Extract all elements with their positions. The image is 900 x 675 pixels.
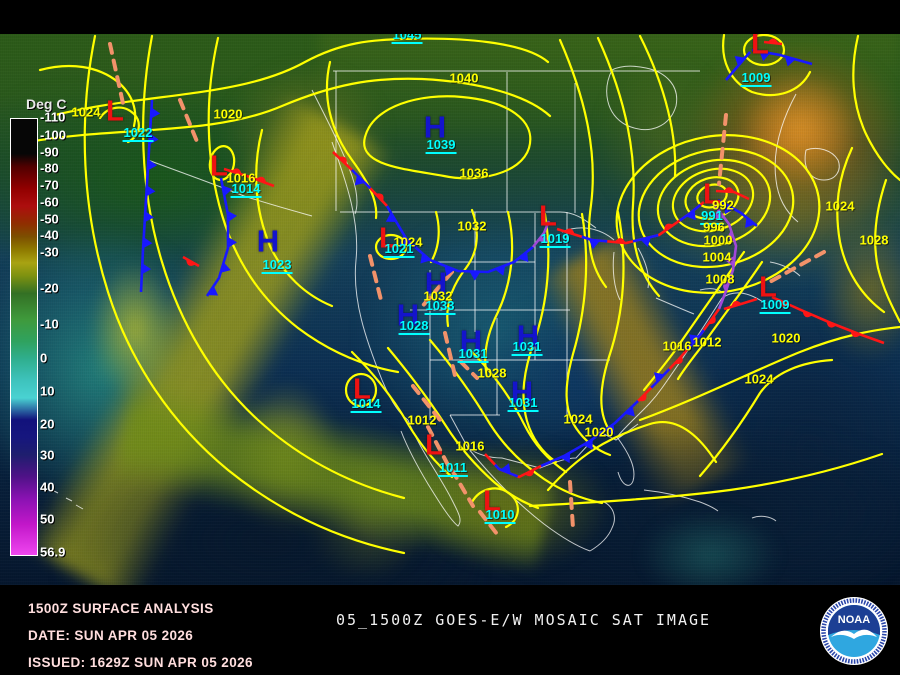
warm-front [715,187,750,201]
noaa-logo: NOAA [816,593,892,669]
isobar-line [676,260,764,381]
trough [368,254,383,302]
cold-front [205,177,237,297]
bottom-black-band: 1500Z SURFACE ANALYSIS DATE: SUN APR 05 … [0,585,900,675]
isobar-line [638,325,900,422]
trough [478,510,499,536]
isobar-line [546,421,718,492]
warm-front [723,297,758,311]
isobar-line [207,36,400,374]
noaa-logo-text: NOAA [838,614,870,626]
noaa-logo-ring-text [821,598,887,664]
isobar-ring [374,233,408,261]
isobar-line [363,95,532,180]
noaa-gull-icon [831,629,877,639]
isobar-line [470,487,519,529]
isobar-ring [671,167,755,233]
trough [459,360,479,380]
geo-borders [51,65,840,552]
isobar-line [852,34,900,182]
analysis-credits: 1500Z SURFACE ANALYSIS DATE: SUN APR 05 … [28,588,341,675]
warm-front [182,255,200,268]
trough [178,98,200,146]
isobar-line [468,348,568,474]
isobar-line [98,106,140,144]
trough [450,468,475,508]
isobar-line [53,37,550,117]
isobar-line [255,128,334,308]
top-black-band [0,0,900,34]
isobar-ring [344,372,378,408]
credit-line: DATE: SUN APR 05 2026 [28,627,194,643]
isobar-line [429,210,440,264]
trough [418,270,454,311]
isobar-line [836,146,886,314]
temperature-colorbar [10,118,38,556]
isobar-line [642,250,746,392]
trough [568,480,575,530]
cold-front [725,51,751,81]
warm-front [771,295,885,345]
isobar-line [874,178,900,324]
trough [426,425,450,467]
warm-front [223,167,275,188]
trough [766,250,826,285]
isobar-line [698,358,834,478]
isobar-ring [742,33,786,67]
isobar-line [484,210,514,378]
stationary-front [332,151,388,207]
stationary-front [637,308,721,402]
trough [108,42,126,110]
credit-line: ISSUED: 1629Z SUN APR 05 2026 [28,654,253,670]
noaa-logo-sky [828,605,880,635]
credit-line: 1500Z SURFACE ANALYSIS [28,600,214,616]
colorbar-title: Deg C [26,96,67,112]
trough [411,384,442,422]
trough [443,331,458,382]
satellite-caption: 05_1500Z GOES-E/W MOSAIC SAT IMAGE [336,611,712,629]
isobar-line [325,60,378,220]
